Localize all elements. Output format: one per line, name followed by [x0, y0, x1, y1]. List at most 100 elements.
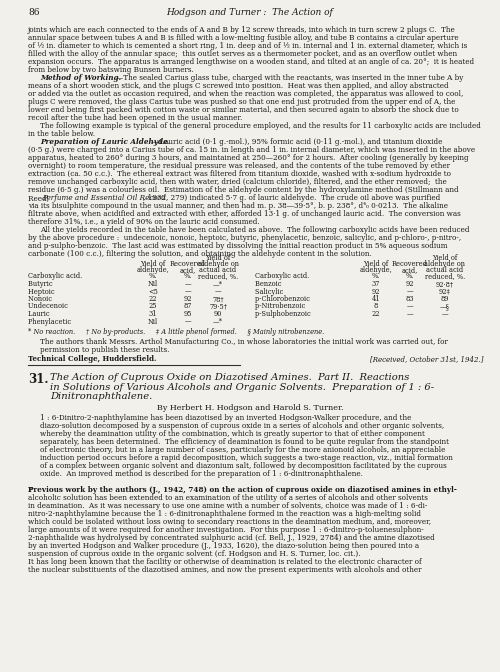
Text: 31.: 31. [28, 373, 48, 386]
Text: whereby the deamination utility of the combination, which is greatly superior to: whereby the deamination utility of the c… [40, 431, 425, 439]
Text: Perfume and Essential Oil Record: Perfume and Essential Oil Record [42, 194, 166, 202]
Text: large amounts of it were required for another investigation.  For this purpose 1: large amounts of it were required for an… [28, 526, 424, 534]
Text: 25: 25 [149, 302, 157, 310]
Text: via its bisulphite compound in the usual manner, and then had m. p. 38—39·5°, b.: via its bisulphite compound in the usual… [28, 202, 448, 210]
Text: separately, has been determined.  The efficiency of deamination is found to be q: separately, has been determined. The eff… [40, 439, 449, 446]
Text: nitro-2-naphthylamine because the 1 : 6-dinitronaphthalene formed in the reactio: nitro-2-naphthylamine because the 1 : 6-… [28, 511, 421, 519]
Text: diazo-solution decomposed by a suspension of cuprous oxide in a series of alcoho: diazo-solution decomposed by a suspensio… [40, 423, 444, 431]
Text: induction period occurs before a rapid decomposition, which suggests a two-stage: induction period occurs before a rapid d… [40, 454, 453, 462]
Text: %.: %. [406, 272, 414, 280]
Text: 31: 31 [149, 310, 157, 318]
Text: Heptoic: Heptoic [28, 288, 76, 296]
Text: filtrate above, when acidified and extracted with ether, afforded 13·1 g. of unc: filtrate above, when acidified and extra… [28, 210, 461, 218]
Text: by the above procedure :  undecenoic, nonoic, heptoic, butyric, phenylacetic, be: by the above procedure : undecenoic, non… [28, 234, 461, 242]
Text: Yield of: Yield of [432, 254, 458, 262]
Text: 92: 92 [406, 280, 414, 288]
Text: alcoholic solution has been extended to an examination of the utility of a serie: alcoholic solution has been extended to … [28, 495, 428, 503]
Text: %.: %. [149, 272, 157, 280]
Text: 41: 41 [372, 295, 380, 303]
Text: permission to publish these results.: permission to publish these results. [40, 346, 170, 354]
Text: from below by two batswing Bunsen burners.: from below by two batswing Bunsen burner… [28, 66, 194, 74]
Text: oxide.  An improved method is described for the preparation of 1 : 6-dinitronaph: oxide. An improved method is described f… [40, 470, 363, 478]
Text: Yield of: Yield of [140, 260, 166, 268]
Text: 95: 95 [184, 310, 192, 318]
Text: Benzoic: Benzoic [255, 280, 305, 288]
Text: 92·8†: 92·8† [436, 280, 454, 288]
Text: —: — [214, 288, 222, 296]
Text: —§: —§ [440, 302, 450, 310]
Text: Phenylacetic: Phenylacetic [28, 317, 80, 325]
Text: [Received, October 31st, 1942.]: [Received, October 31st, 1942.] [370, 355, 484, 363]
Text: aldehyde on: aldehyde on [424, 260, 466, 268]
Text: 1 : 6-Dinitro-2-naphthylamine has been diazotised by an inverted Hodgson-Walker : 1 : 6-Dinitro-2-naphthylamine has been d… [40, 415, 412, 423]
Text: expansion occurs.  The apparatus is arranged lengthwise on a wooden stand, and t: expansion occurs. The apparatus is arran… [28, 58, 474, 66]
Text: reduced, %.: reduced, %. [198, 272, 238, 280]
Text: Carboxylic acid.: Carboxylic acid. [255, 272, 309, 280]
Text: of ½ in. diameter to which is cemented a short ring, 1 in. deep and of ½ in. int: of ½ in. diameter to which is cemented a… [28, 42, 467, 50]
Text: 83: 83 [406, 295, 414, 303]
Text: annular space between tubes A and B is filled with a low-melting fusible alloy, : annular space between tubes A and B is f… [28, 34, 458, 42]
Text: 79·5†: 79·5† [209, 302, 227, 310]
Text: aldehyde,: aldehyde, [360, 266, 392, 274]
Text: or added via the outlet as occasion required, and when the reaction was complete: or added via the outlet as occasion requ… [28, 90, 463, 98]
Text: Lauric: Lauric [28, 310, 73, 318]
Text: —: — [184, 317, 192, 325]
Text: Preparation of Lauric Aldehyde.: Preparation of Lauric Aldehyde. [40, 138, 170, 146]
Text: in the table below.: in the table below. [28, 130, 95, 138]
Text: <5: <5 [148, 288, 158, 296]
Text: 22: 22 [372, 310, 380, 318]
Text: aldehyde on: aldehyde on [198, 260, 238, 268]
Text: and p-sulpho-benzoic.  The last acid was estimated by dissolving the initial rea: and p-sulpho-benzoic. The last acid was … [28, 242, 448, 250]
Text: apparatus, heated to 260° during 3 hours, and maintained at 250—260° for 2 hours: apparatus, heated to 260° during 3 hours… [28, 154, 468, 162]
Text: Method of Working.: Method of Working. [40, 74, 121, 82]
Text: —: — [406, 288, 414, 296]
Text: Dinitronaphthalene.: Dinitronaphthalene. [50, 392, 152, 401]
Text: reduced, %.: reduced, %. [425, 272, 465, 280]
Text: —Lauric acid (0·1 g.-mol.), 95% formic acid (0·11 g.-mol.), and titanium dioxide: —Lauric acid (0·1 g.-mol.), 95% formic a… [152, 138, 442, 146]
Text: —: — [406, 310, 414, 318]
Text: —The sealed Carius glass tube, charged with the reactants, was inserted in the i: —The sealed Carius glass tube, charged w… [116, 74, 464, 82]
Text: Recovered: Recovered [170, 260, 206, 268]
Text: plugs C were removed, the glass Carius tube was pushed so that one end just prot: plugs C were removed, the glass Carius t… [28, 98, 456, 106]
Text: 89: 89 [441, 295, 449, 303]
Text: , 1932, 279) indicated 5·7 g. of lauric aldehyde.  The crude oil above was purif: , 1932, 279) indicated 5·7 g. of lauric … [143, 194, 440, 202]
Text: 22: 22 [149, 295, 157, 303]
Text: acid,: acid, [180, 266, 196, 274]
Text: The following example is typical of the general procedure employed, and the resu: The following example is typical of the … [40, 122, 481, 130]
Text: All the yields recorded in the table have been calculated as above.  The followi: All the yields recorded in the table hav… [40, 226, 470, 234]
Text: the nuclear substituents of the diazotised amines, and now the present experimen: the nuclear substituents of the diazotis… [28, 566, 421, 575]
Text: Nil: Nil [148, 317, 158, 325]
Text: 37: 37 [372, 280, 380, 288]
Text: Yield of: Yield of [364, 260, 388, 268]
Text: %.: %. [184, 272, 192, 280]
Text: joints which are each connected to the ends of A and B by 12 screw threads, into: joints which are each connected to the e… [28, 26, 456, 34]
Text: carbonate (100 c.c.), filtering the solution, and obtaining the aldehyde content: carbonate (100 c.c.), filtering the solu… [28, 250, 372, 258]
Text: (0·5 g.) were charged into a Carius tube of ca. 15 in. in length and 1 in. inter: (0·5 g.) were charged into a Carius tube… [28, 146, 475, 154]
Text: Previous work by the authors (J., 1942, 748) on the action of cuprous oxide on d: Previous work by the authors (J., 1942, … [28, 487, 457, 495]
Text: overnight) to room temperature, the residual pressure was released, and the cont: overnight) to room temperature, the resi… [28, 162, 450, 170]
Text: 92: 92 [184, 295, 192, 303]
Text: actual acid: actual acid [426, 266, 464, 274]
Text: —*: —* [213, 280, 223, 288]
Text: Salicylic: Salicylic [255, 288, 306, 296]
Text: recoil after the tube had been opened in the usual manner.: recoil after the tube had been opened in… [28, 114, 242, 122]
Text: 8: 8 [374, 302, 378, 310]
Text: Nil: Nil [148, 280, 158, 288]
Text: acid,: acid, [402, 266, 418, 274]
Text: 90: 90 [214, 310, 222, 318]
Text: p-Nitrobenzoic: p-Nitrobenzoic [255, 302, 314, 310]
Text: 87: 87 [184, 302, 192, 310]
Text: aldehyde,: aldehyde, [136, 266, 170, 274]
Text: 92: 92 [372, 288, 380, 296]
Text: Undecenoic: Undecenoic [28, 302, 80, 310]
Text: The authors thank Messrs. Arthol Manufacturing Co., in whose laboratories the in: The authors thank Messrs. Arthol Manufac… [40, 338, 448, 346]
Text: —: — [406, 302, 414, 310]
Text: 78†: 78† [212, 295, 224, 303]
Text: of electronic theory, but in a large number of cases, particularly for the more : of electronic theory, but in a large num… [40, 446, 446, 454]
Text: —: — [442, 310, 448, 318]
Text: extraction (ca. 50 c.c.).  The ethereal extract was filtered from titanium dioxi: extraction (ca. 50 c.c.). The ethereal e… [28, 170, 451, 178]
Text: actual acid: actual acid [200, 266, 236, 274]
Text: suspension of cuprous oxide in the organic solvent (cf. Hodgson and H. S. Turner: suspension of cuprous oxide in the organ… [28, 550, 360, 558]
Text: residue (6·5 g.) was a colourless oil.  Estimation of the aldehyde content by th: residue (6·5 g.) was a colourless oil. E… [28, 186, 458, 194]
Text: Reed,: Reed, [28, 194, 51, 202]
